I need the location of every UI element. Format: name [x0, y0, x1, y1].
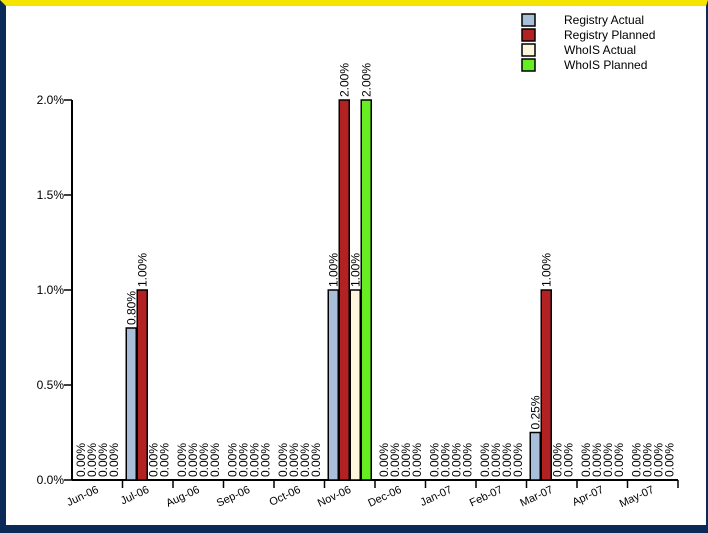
bar-value-label: 0.25%	[528, 395, 542, 429]
x-tick-label: Jan-07	[418, 484, 454, 509]
bar	[338, 99, 350, 481]
bar-value-label: 0.00%	[186, 443, 200, 477]
x-tick-label: Aug-06	[164, 484, 201, 510]
bar-value-label: 0.00%	[550, 443, 564, 477]
bar-value-label: 0.00%	[175, 443, 189, 477]
bar-value-label: 0.00%	[298, 443, 312, 477]
bar-value-label: 0.00%	[85, 443, 99, 477]
legend-label: WhoIS Actual	[564, 43, 636, 57]
legend-swatch	[521, 28, 536, 42]
bar-value-label: 0.00%	[438, 443, 452, 477]
bar-value-label: 0.00%	[208, 443, 222, 477]
bar-value-label: 0.00%	[601, 443, 615, 477]
y-tick-label: 2.0%	[37, 93, 65, 107]
bar-value-label: 1.00%	[348, 253, 362, 287]
legend-swatch	[521, 13, 536, 27]
bar-value-label: 0.00%	[399, 443, 413, 477]
bar-value-label: 2.00%	[359, 63, 373, 97]
x-tick-label: Jul-06	[119, 484, 151, 508]
y-tick-label: 0.0%	[37, 473, 65, 487]
bar-value-label: 0.00%	[377, 443, 391, 477]
bar-value-label: 0.00%	[612, 443, 626, 477]
bar-value-label: 0.00%	[236, 443, 250, 477]
legend-label: Registry Actual	[564, 13, 644, 27]
bar-value-label: 0.00%	[489, 443, 503, 477]
bar-value-label: 0.00%	[478, 443, 492, 477]
bar-value-label: 0.00%	[107, 443, 121, 477]
bar	[540, 289, 552, 481]
bar-value-label: 2.00%	[337, 63, 351, 97]
bar-value-label: 0.00%	[449, 443, 463, 477]
bar-value-label: 0.00%	[590, 443, 604, 477]
bar-value-label: 0.00%	[96, 443, 110, 477]
bar-value-label: 0.00%	[427, 443, 441, 477]
bar-value-label: 0.00%	[640, 443, 654, 477]
x-tick-label: May-07	[618, 484, 656, 510]
bar-value-label: 0.00%	[511, 443, 525, 477]
bar	[349, 289, 361, 481]
bar-value-label: 0.00%	[197, 443, 211, 477]
bar-value-label: 0.00%	[247, 443, 261, 477]
bar-value-label: 0.00%	[225, 443, 239, 477]
bar-value-label: 1.00%	[135, 253, 149, 287]
x-tick-label: Jun-06	[65, 484, 101, 509]
x-tick-label: Feb-07	[468, 484, 505, 510]
bar-value-label: 0.00%	[651, 443, 665, 477]
bar	[360, 99, 372, 481]
bar	[125, 327, 137, 481]
bar	[136, 289, 148, 481]
bar-value-label: 0.00%	[74, 443, 88, 477]
bar-value-label: 0.00%	[157, 443, 171, 477]
bar-value-label: 0.00%	[460, 443, 474, 477]
bar-value-label: 0.00%	[629, 443, 643, 477]
x-tick-label: Sep-06	[215, 484, 252, 510]
bar-value-label: 0.00%	[500, 443, 514, 477]
bar-value-label: 0.00%	[410, 443, 424, 477]
bar-value-label: 0.00%	[309, 443, 323, 477]
bar	[529, 431, 541, 481]
bar-value-label: 0.00%	[662, 443, 676, 477]
bar-value-label: 1.00%	[326, 253, 340, 287]
y-tick-label: 1.0%	[37, 283, 65, 297]
bar-value-label: 0.00%	[579, 443, 593, 477]
legend-label: Registry Planned	[564, 28, 655, 42]
bar-value-label: 0.00%	[388, 443, 402, 477]
bar	[327, 289, 339, 481]
bar-value-label: 0.00%	[258, 443, 272, 477]
bar-value-label: 0.00%	[146, 443, 160, 477]
bar-value-label: 0.00%	[287, 443, 301, 477]
y-tick-label: 0.5%	[37, 378, 65, 392]
x-tick-label: Nov-06	[316, 484, 353, 510]
legend-label: WhoIS Planned	[564, 58, 647, 72]
x-tick-label: Mar-07	[518, 484, 555, 510]
legend-swatch	[521, 43, 536, 57]
x-tick-label: Dec-06	[366, 484, 403, 510]
x-tick-label: Oct-06	[268, 484, 303, 509]
bar-value-label: 0.80%	[124, 291, 138, 325]
bar-value-label: 0.00%	[561, 443, 575, 477]
y-tick-label: 1.5%	[37, 188, 65, 202]
bar-value-label: 0.00%	[276, 443, 290, 477]
legend-swatch	[521, 58, 536, 72]
x-tick-label: Apr-07	[571, 484, 606, 509]
bar-value-label: 1.00%	[539, 253, 553, 287]
